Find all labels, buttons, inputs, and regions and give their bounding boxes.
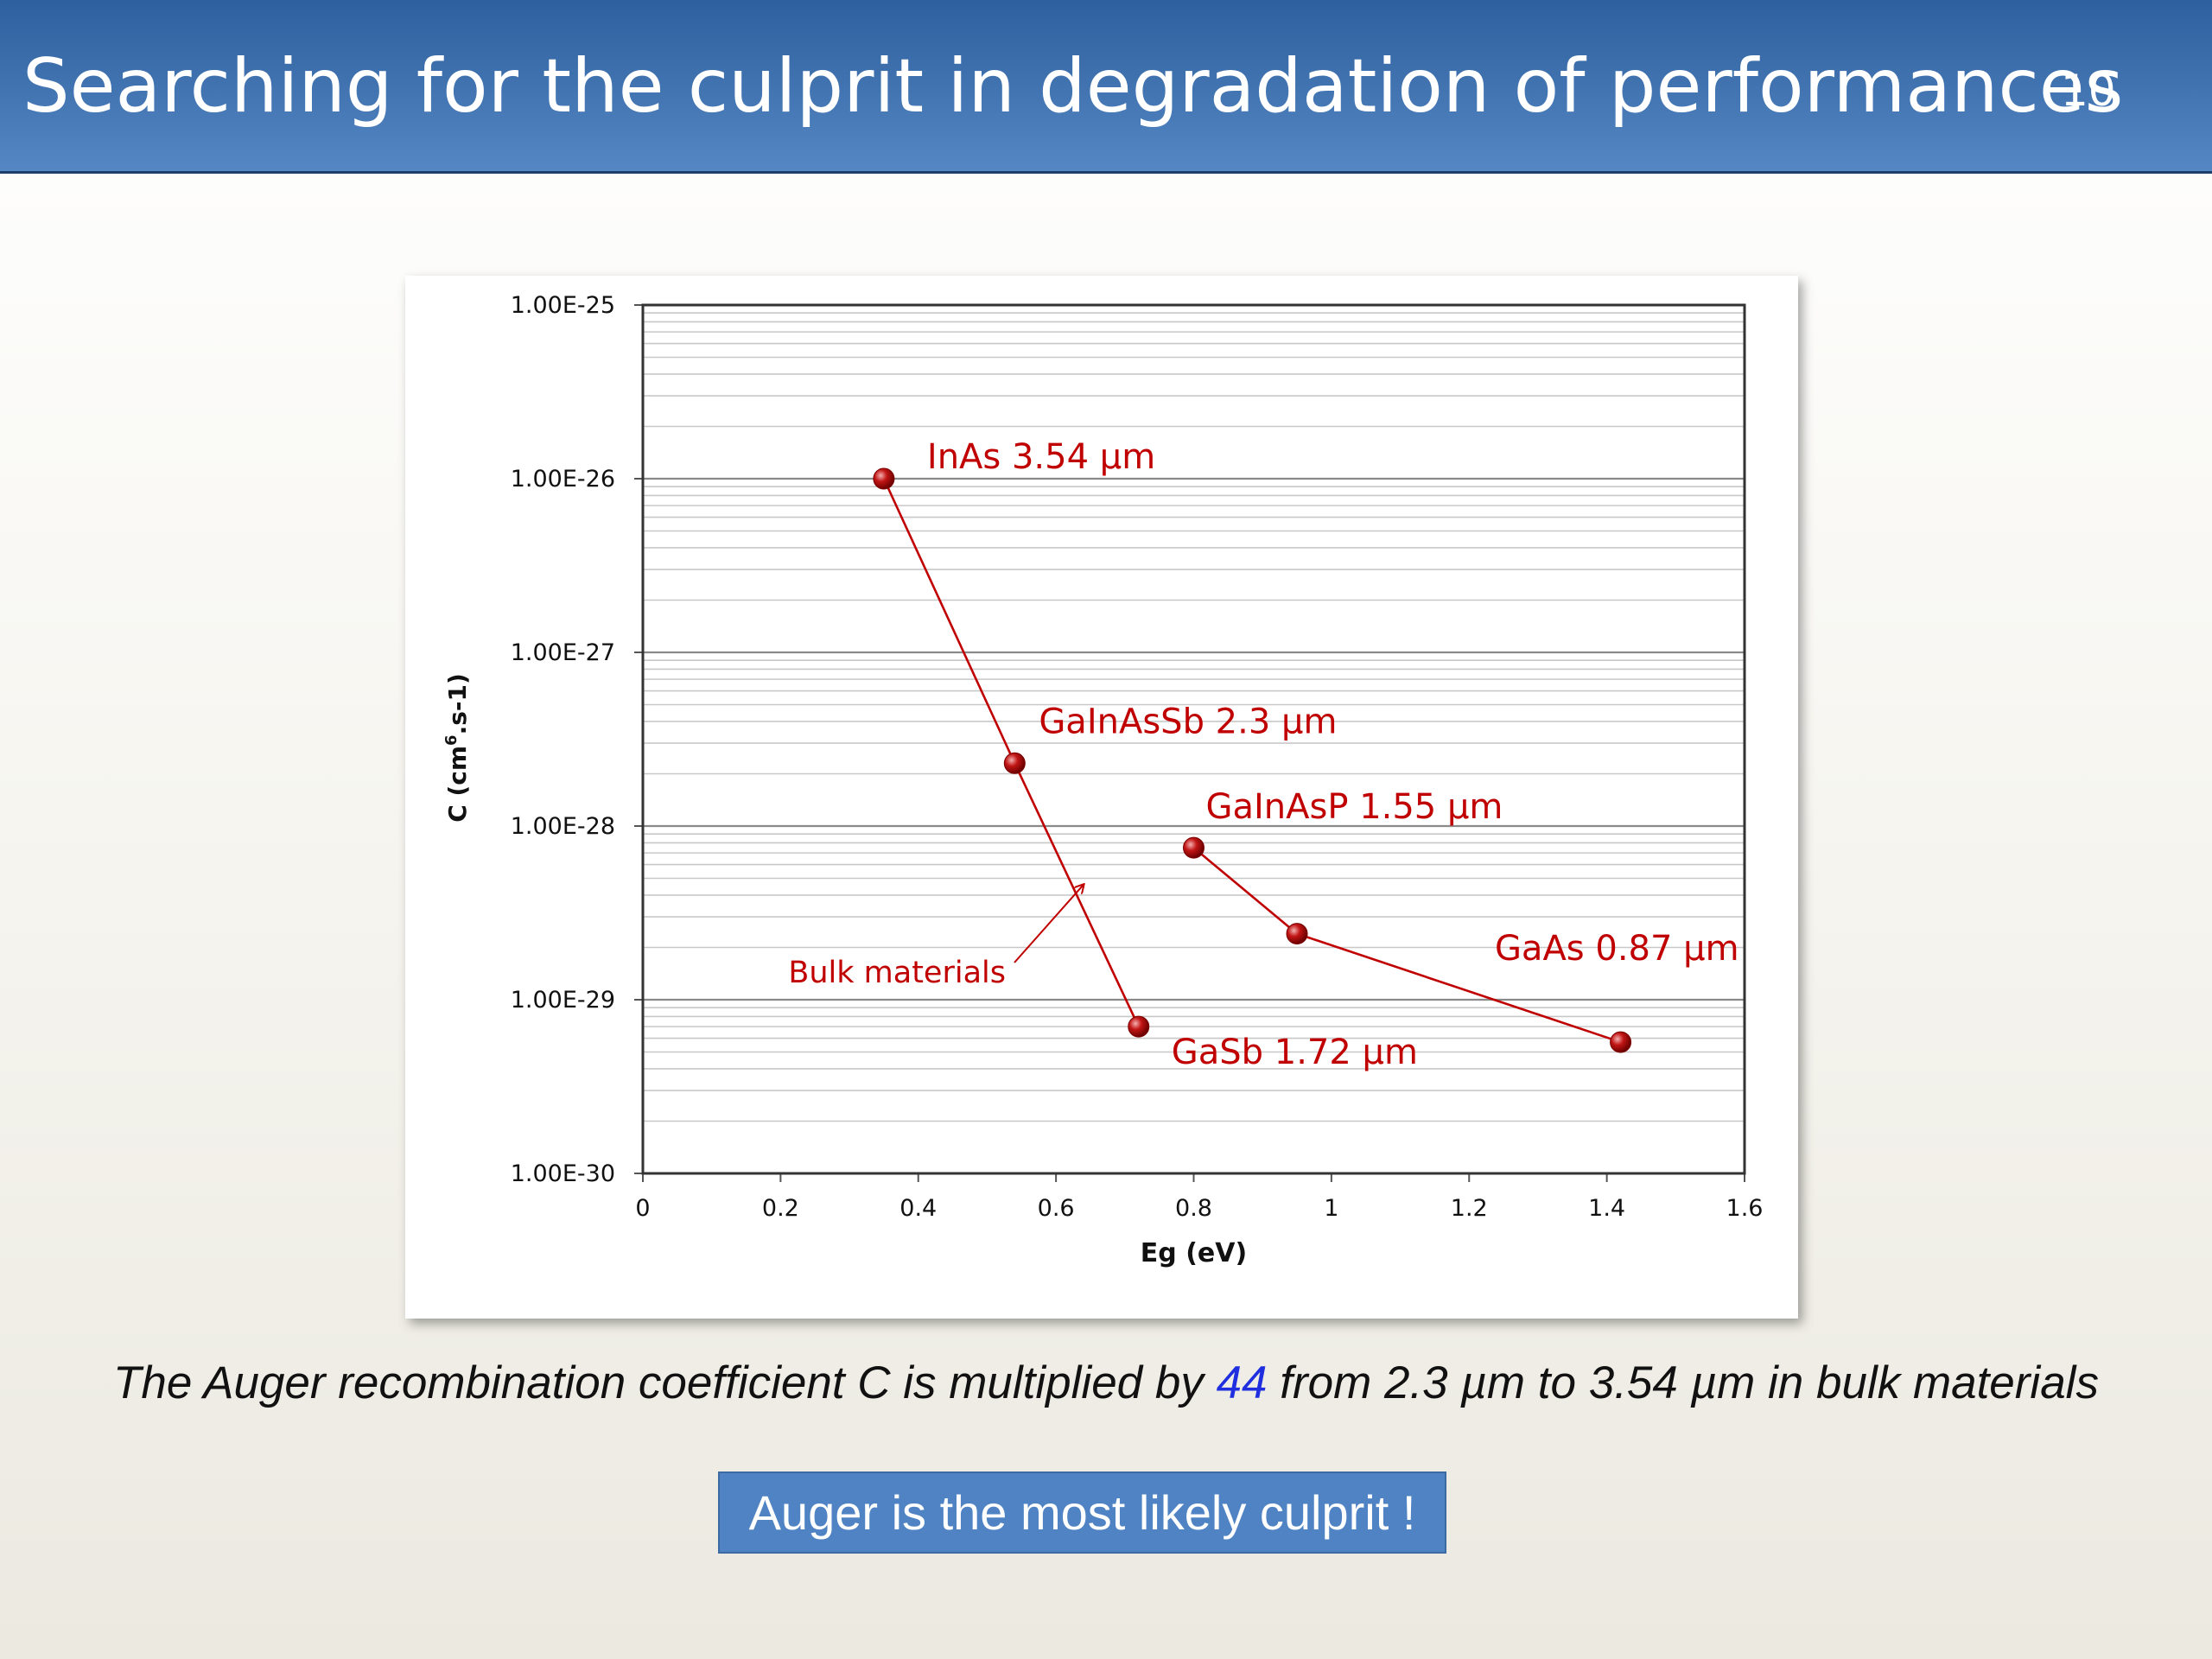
y-tick-label: 1.00E-29 — [511, 987, 615, 1014]
data-point — [1003, 752, 1026, 774]
slide-title: Searching for the culprit in degradation… — [22, 43, 2124, 130]
y-tick-label: 1.00E-26 — [511, 466, 615, 493]
chart-card: 1.00E-25 1.00E-26 1.00E-27 1.00E-28 1.00E-29… — [405, 276, 1798, 1319]
x-tick-label: 0 — [635, 1195, 650, 1222]
plot-area — [643, 305, 1745, 1173]
data-point — [1286, 923, 1308, 945]
annotation-bulk-materials: Bulk materials — [788, 956, 1006, 990]
x-axis-title: Eg (eV) — [1141, 1238, 1247, 1268]
data-point — [1183, 836, 1205, 859]
x-tick-label: 1.6 — [1726, 1195, 1764, 1222]
data-label: GaInAsP 1.55 µm — [1206, 787, 1503, 827]
data-label: GaSb 1.72 µm — [1172, 1033, 1418, 1072]
data-label: GaInAsSb 2.3 µm — [1039, 702, 1337, 741]
data-point — [1128, 1015, 1150, 1038]
y-axis-title-superscript: 6 — [442, 734, 461, 746]
auger-chart: 1.00E-25 1.00E-26 1.00E-27 1.00E-28 1.00E-29… — [442, 292, 1764, 1268]
x-tick-label: 0.4 — [899, 1195, 937, 1222]
x-tick-label: 1.4 — [1588, 1195, 1625, 1222]
y-axis-title-tail: .s-1) — [443, 673, 472, 734]
y-tick-label: 1.00E-27 — [511, 639, 615, 666]
x-tick-label: 0.2 — [762, 1195, 799, 1222]
x-tick-label: 1.2 — [1451, 1195, 1488, 1222]
data-point — [873, 467, 895, 490]
conclusion-box: Auger is the most likely culprit ! — [718, 1471, 1446, 1554]
caption-suffix: from 2.3 µm to 3.54 µm in bulk materials — [1267, 1357, 2099, 1408]
y-tick-label: 1.00E-25 — [511, 292, 615, 319]
x-tick-label: 0.6 — [1038, 1195, 1075, 1222]
caption-highlight-number: 44 — [1216, 1357, 1268, 1408]
y-tick-label: 1.00E-30 — [511, 1160, 615, 1187]
caption: The Auger recombination coefficient C is… — [0, 1357, 2212, 1409]
data-point — [1610, 1031, 1632, 1053]
y-axis-title: C (cm6.s-1) — [442, 673, 472, 823]
y-axis-title-main: C (cm — [443, 746, 472, 823]
slide-number: 10 — [2061, 66, 2116, 116]
slide-header: Searching for the culprit in degradation… — [0, 0, 2212, 174]
y-tick-label: 1.00E-28 — [511, 813, 615, 840]
data-label: InAs 3.54 µm — [927, 437, 1155, 477]
data-label: GaAs 0.87 µm — [1495, 929, 1739, 969]
annotation-arrow — [1014, 885, 1084, 963]
caption-prefix: The Auger recombination coefficient C is… — [113, 1357, 1217, 1408]
x-tick-label: 1 — [1324, 1195, 1338, 1222]
plot-border — [641, 303, 1746, 1175]
x-tick-label: 0.8 — [1175, 1195, 1212, 1222]
